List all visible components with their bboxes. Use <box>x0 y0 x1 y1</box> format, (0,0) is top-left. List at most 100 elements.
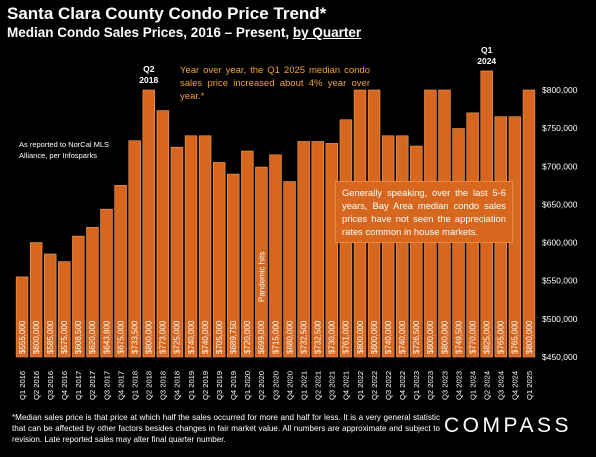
x-tick-label: Q4 2018 <box>173 371 182 400</box>
chart-subtitle: Median Condo Sales Prices, 2016 – Presen… <box>7 25 361 40</box>
bar <box>156 110 170 358</box>
x-tick-label: Q2 2019 <box>201 371 210 400</box>
x-tick-label: Q4 2020 <box>285 371 294 400</box>
bar-value-label: $825,000 <box>483 320 492 354</box>
bar <box>184 135 198 358</box>
bar <box>311 141 324 358</box>
peak-2024-label-line2: 2024 <box>477 56 496 66</box>
x-tick-label: Q1 2017 <box>74 371 83 400</box>
bar-value-label: $733,500 <box>130 320 139 354</box>
x-tick-label: Q3 2022 <box>384 371 393 400</box>
bar-value-label: $765,000 <box>511 320 520 354</box>
bar <box>15 276 29 358</box>
peak-2018-label-line1: Q2 <box>143 64 155 74</box>
y-tick-label: $700,000 <box>542 161 578 171</box>
x-tick-label: Q1 2016 <box>18 371 27 400</box>
bar <box>255 166 268 358</box>
subtitle-text: Median Condo Sales Prices, 2016 – Presen… <box>7 25 293 40</box>
bar <box>410 145 423 358</box>
appreciation-callout: Generally speaking, over the last 5-6 ye… <box>335 181 513 243</box>
bar-value-label: $800,000 <box>356 320 365 354</box>
peak-2024-label-line1: Q1 <box>481 45 493 55</box>
bar <box>522 89 536 358</box>
x-tick-label: Q1 2024 <box>468 371 477 400</box>
bar-value-label: $600,000 <box>32 320 41 354</box>
bar-value-label: $575,000 <box>60 320 69 354</box>
source-note: As reported to NorCal MLS Alliance, per … <box>19 140 110 160</box>
bar <box>100 208 113 358</box>
x-tick-label: Q1 2021 <box>299 371 308 400</box>
x-tick-label: Q1 2018 <box>130 371 139 400</box>
bar-value-label: $749,500 <box>454 320 463 354</box>
bar-value-label: $740,000 <box>187 320 196 354</box>
bar-value-label: $608,500 <box>74 320 83 354</box>
bar-value-label: $689,750 <box>229 320 238 354</box>
x-tick-label: Q4 2024 <box>511 371 520 400</box>
bar-value-label: $800,000 <box>426 320 435 354</box>
bar-value-label: $765,000 <box>497 320 506 354</box>
bar <box>86 227 99 358</box>
x-tick-label: Q4 2022 <box>398 371 407 400</box>
x-tick-label: Q3 2019 <box>215 371 224 400</box>
x-tick-label: Q2 2018 <box>145 371 154 400</box>
x-tick-label: Q4 2016 <box>60 371 69 400</box>
bar <box>198 135 212 358</box>
x-tick-label: Q4 2019 <box>229 371 238 400</box>
x-tick-label: Q2 2021 <box>314 371 323 400</box>
bar-value-label: $773,000 <box>159 320 168 354</box>
bar-value-label: $730,000 <box>328 320 337 354</box>
bar-value-label: $800,000 <box>525 320 534 354</box>
bar-value-label: $732,500 <box>314 320 323 354</box>
bar <box>396 135 409 358</box>
x-tick-label: Q3 2020 <box>271 371 280 400</box>
bar <box>269 154 282 358</box>
bar <box>72 235 85 358</box>
y-tick-label: $650,000 <box>542 199 578 209</box>
footnote: *Median sales price is that price at whi… <box>12 413 440 444</box>
x-tick-label: Q3 2016 <box>46 371 55 400</box>
bar <box>128 140 141 358</box>
bar-value-label: $725,000 <box>173 320 182 354</box>
bar <box>142 89 155 358</box>
x-tick-label: Q3 2024 <box>497 371 506 400</box>
x-tick-label: Q3 2021 <box>328 371 337 400</box>
bar-value-label: $699,000 <box>257 320 266 354</box>
x-tick-label: Q2 2024 <box>483 371 492 400</box>
bar <box>381 135 395 358</box>
bar-value-label: $732,500 <box>299 320 308 354</box>
compass-logo: COMPASS <box>444 414 572 437</box>
x-tick-label: Q4 2021 <box>342 371 351 400</box>
bar-value-label: $740,000 <box>384 320 393 354</box>
x-tick-label: Q2 2016 <box>32 371 41 400</box>
bar-value-label: $770,000 <box>468 320 477 354</box>
x-tick-label: Q3 2018 <box>159 371 168 400</box>
bar-value-label: $740,000 <box>201 320 210 354</box>
bar-value-label: $715,000 <box>271 320 280 354</box>
subtitle-emphasis: by Quarter <box>292 25 362 40</box>
bar <box>283 181 296 358</box>
bar <box>227 173 240 358</box>
x-tick-label: Q2 2022 <box>370 371 379 400</box>
x-tick-label: Q3 2023 <box>440 371 449 400</box>
bar <box>58 261 71 358</box>
x-tick-label: Q1 2019 <box>187 371 196 400</box>
bar <box>212 162 226 358</box>
bar-value-label: $740,000 <box>398 320 407 354</box>
x-tick-label: Q2 2023 <box>426 371 435 400</box>
x-tick-label: Q2 2017 <box>88 371 97 400</box>
chart-title: Santa Clara County Condo Price Trend* <box>7 4 327 23</box>
bar-value-label: $643,800 <box>102 320 111 354</box>
y-tick-label: $750,000 <box>542 123 578 133</box>
bar <box>170 146 184 358</box>
bar-value-label: $585,000 <box>46 320 55 354</box>
pandemic-label: Pandemic hits <box>257 252 266 302</box>
bar-value-label: $800,000 <box>145 320 154 354</box>
bar-value-label: $620,000 <box>88 320 97 354</box>
y-tick-label: $550,000 <box>542 276 578 286</box>
bar <box>43 253 57 358</box>
bar-value-label: $726,500 <box>412 320 421 354</box>
bar-value-label: $675,000 <box>116 320 125 354</box>
bar-value-label: $555,000 <box>18 320 27 354</box>
bar-value-label: $705,000 <box>215 320 224 354</box>
x-tick-label: Q2 2020 <box>257 371 266 400</box>
